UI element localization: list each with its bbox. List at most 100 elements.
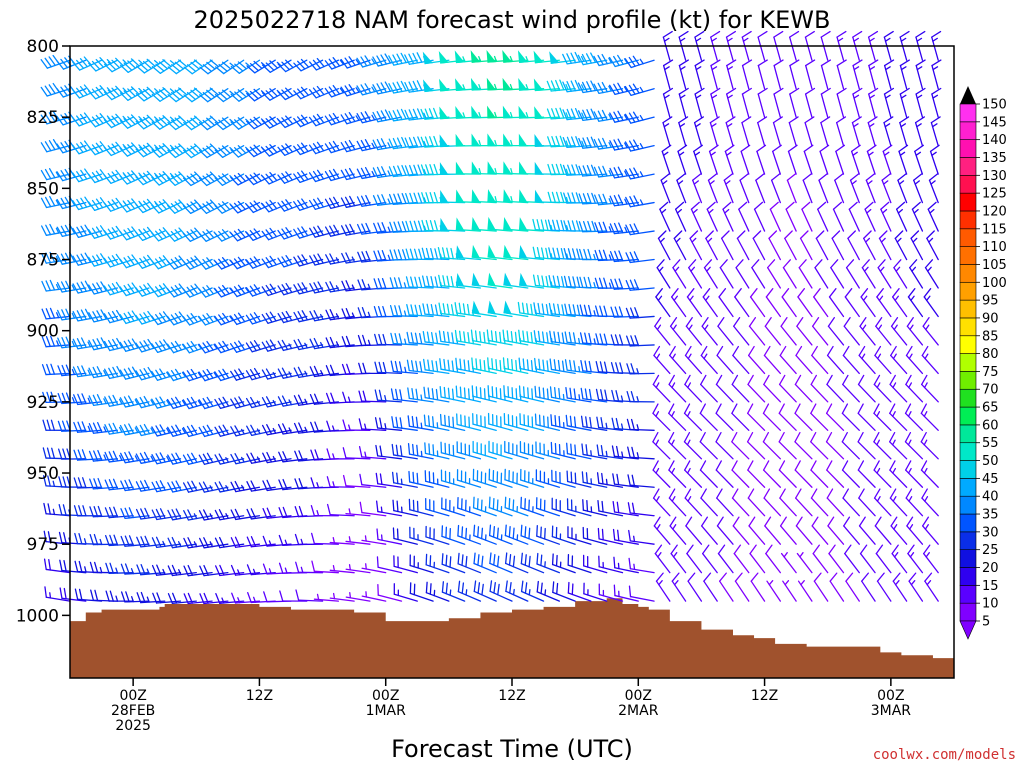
wind-barb [135, 507, 166, 520]
wind-barb [731, 403, 750, 431]
wind-barb [843, 516, 860, 545]
wind-barb [277, 115, 308, 129]
wind-barb [914, 144, 924, 175]
colorbar-segment [959, 157, 977, 176]
wind-barb [891, 544, 908, 574]
wind-barb [609, 110, 639, 123]
wind-barb [659, 201, 671, 232]
wind-barb [652, 431, 671, 460]
wind-barb [358, 418, 387, 431]
wind-barb [455, 385, 482, 403]
wind-barb [810, 403, 829, 431]
wind-barb [562, 79, 592, 93]
wind-barb [405, 276, 434, 289]
y-tick-label: 875 [27, 251, 59, 271]
wind-barb [757, 30, 768, 61]
wind-barb [377, 584, 403, 602]
wind-barb [455, 245, 482, 261]
wind-barb [151, 87, 182, 102]
wind-barb [374, 417, 403, 431]
wind-barb [909, 259, 924, 289]
wind-barb [504, 496, 529, 517]
wind-barb [151, 536, 182, 548]
wind-barb [423, 386, 450, 403]
wind-barb [263, 591, 292, 603]
wind-barb [439, 189, 466, 204]
wind-barb [762, 431, 782, 460]
wind-barb [672, 259, 687, 289]
wind-barb [135, 338, 166, 353]
colorbar-label: 100 [982, 276, 1007, 291]
wind-barb [915, 30, 926, 61]
speed-colorbar: 5 10 15 20 25 30 35 40 45 50 55 60 65 70 75 80 85 90 95 100… [959, 86, 1007, 640]
wind-barb [868, 87, 879, 118]
wind-barb [326, 503, 355, 517]
wind-barb [668, 374, 687, 403]
wind-barb [277, 339, 308, 352]
wind-barb [593, 81, 624, 95]
wind-barb [852, 30, 863, 61]
wind-barb [725, 116, 736, 147]
wind-barb [182, 368, 213, 382]
wind-barb [455, 357, 482, 375]
wind-barb [763, 374, 782, 403]
wind-barb [725, 30, 736, 61]
wind-barb [842, 374, 860, 403]
wind-barb [922, 316, 939, 346]
wind-barb [624, 55, 655, 69]
wind-barb [72, 252, 103, 266]
wind-barb [277, 227, 308, 240]
wind-barb [309, 253, 340, 266]
wind-barb [409, 582, 434, 602]
wind-barb [246, 452, 276, 464]
wind-barb [551, 525, 576, 545]
wind-barb [612, 501, 639, 517]
wind-barb [794, 403, 813, 431]
wind-barb [789, 30, 800, 61]
wind-barb [88, 366, 119, 379]
wind-barb [356, 166, 387, 180]
wind-barb [889, 460, 908, 488]
wind-barb [406, 304, 434, 318]
wind-barb [408, 498, 434, 517]
wind-barb [914, 116, 925, 147]
wind-barb [610, 362, 639, 375]
wind-barb [625, 195, 655, 208]
wind-barb [841, 431, 860, 460]
wind-barb [764, 316, 782, 346]
terrain-area [70, 598, 954, 678]
wind-barb [103, 197, 134, 212]
wind-barb [471, 385, 497, 403]
wind-barb [261, 199, 292, 213]
wind-barb [277, 282, 308, 296]
wind-barb [726, 87, 737, 118]
colorbar-segment [959, 371, 977, 390]
wind-barb [345, 564, 371, 574]
wind-barb [182, 452, 213, 465]
wind-barb [356, 111, 387, 124]
wind-barb [752, 230, 766, 261]
colorbar-label: 5 [982, 615, 990, 630]
colorbar-segment [959, 264, 977, 283]
wind-barb [890, 316, 908, 346]
wind-barb [831, 230, 845, 261]
wind-barb [757, 59, 768, 90]
colorbar-label: 130 [982, 169, 1007, 184]
wind-barb [562, 51, 592, 65]
wind-barb [293, 86, 324, 100]
colorbar-label: 120 [982, 204, 1007, 219]
wind-barb [795, 488, 813, 517]
wind-barb [57, 336, 87, 349]
colorbar-label: 10 [982, 597, 999, 612]
wind-barb [340, 84, 371, 97]
wind-barb [710, 87, 721, 118]
wind-barb [310, 504, 340, 517]
wind-barb [230, 453, 261, 465]
wind-barb [773, 30, 784, 61]
wind-barb [612, 473, 639, 488]
x-tick-label: 12Z [498, 688, 525, 704]
wind-barb [828, 288, 845, 318]
wind-barb [852, 87, 863, 118]
wind-barb [857, 431, 876, 460]
colorbar-segment [959, 567, 977, 586]
